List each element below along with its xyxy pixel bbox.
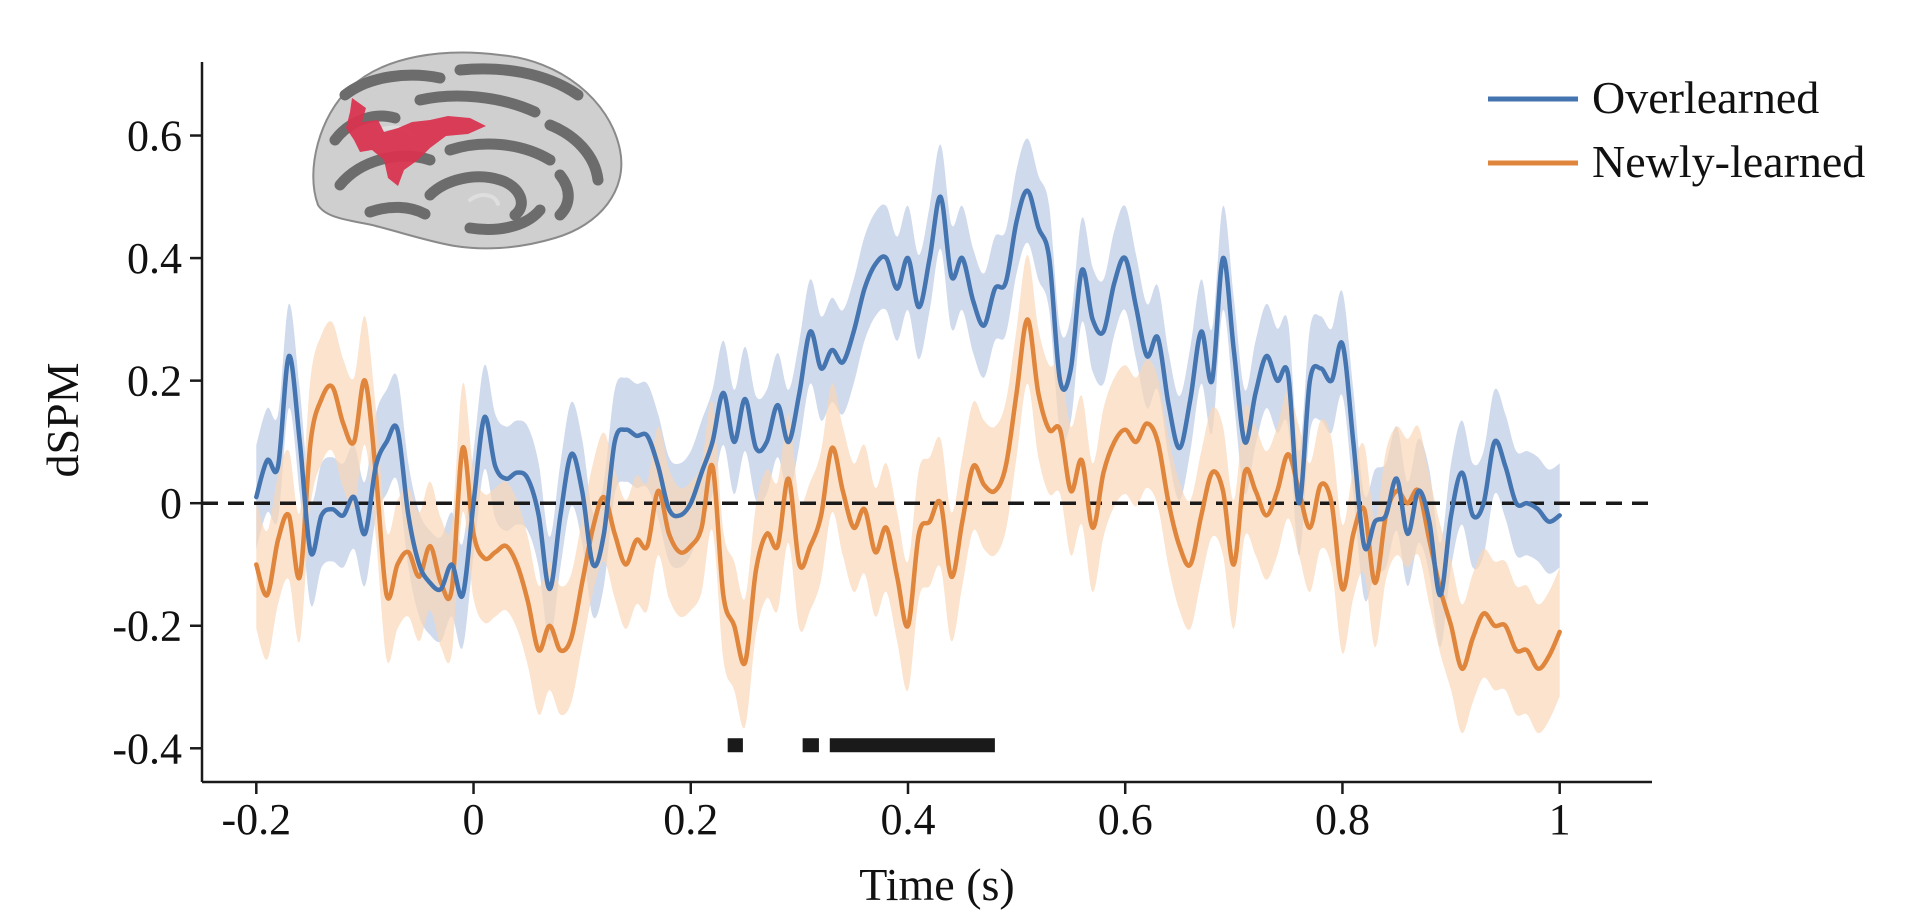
confidence-bands (256, 138, 1560, 734)
x-tick-label: -0.2 (221, 795, 291, 844)
y-tick-label: 0.6 (127, 112, 182, 161)
legend-label-overlearned: Overlearned (1592, 72, 1819, 123)
brain-inset (312, 51, 623, 250)
line-newly-learned (254, 317, 1562, 671)
axes: -0.4 -0.2 0 0.2 0.4 0.6 -0.2 0 0.2 0.4 0.6 0.8 1 (112, 62, 1652, 844)
x-tick-label: 0 (463, 795, 485, 844)
y-axis-title: dSPM (37, 362, 88, 477)
line-overlearned (254, 188, 1562, 600)
significance-bar (802, 738, 819, 753)
series-lines (254, 188, 1562, 671)
legend: Overlearned Newly-learned (1488, 72, 1865, 187)
y-tick-label: 0.4 (127, 234, 182, 283)
significance-bar (829, 738, 995, 753)
x-tick-label: 0.4 (880, 795, 935, 844)
x-tick-label: 0.2 (663, 795, 718, 844)
x-tick-label: 0.8 (1315, 795, 1370, 844)
y-tick-label: -0.4 (112, 724, 182, 773)
y-tick-label: 0.2 (127, 357, 182, 406)
x-tick-label: 0.6 (1098, 795, 1153, 844)
x-tick-label: 1 (1549, 795, 1571, 844)
legend-label-newly-learned: Newly-learned (1592, 136, 1865, 187)
band-newly-learned (256, 255, 1560, 734)
y-tick-label: 0 (160, 479, 182, 528)
significance-bar (727, 738, 743, 753)
significance-bars (727, 738, 995, 753)
y-tick-label: -0.2 (112, 602, 182, 651)
x-axis-title: Time (s) (859, 859, 1015, 910)
